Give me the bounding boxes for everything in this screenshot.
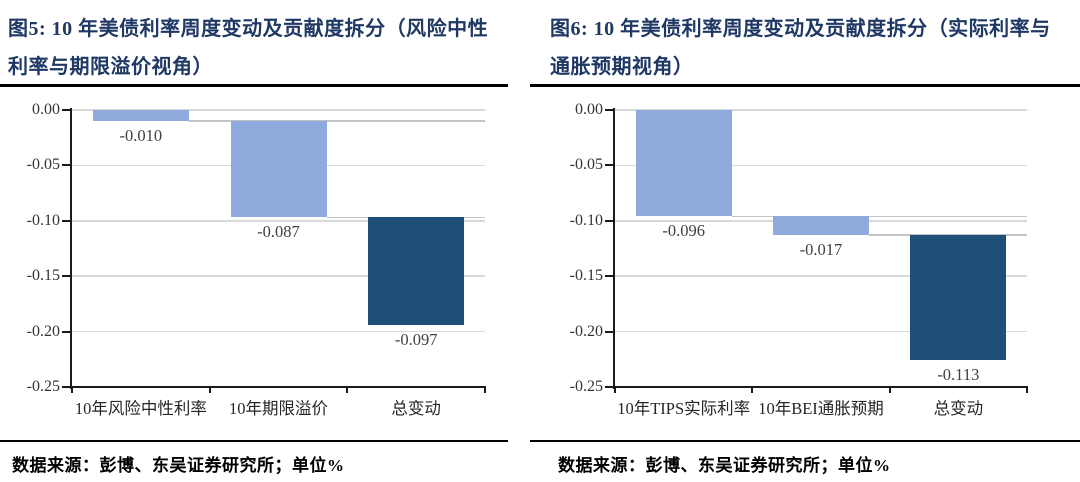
chart6-title: 图6: 10 年美债利率周度变动及贡献度拆分（实际利率与通胀预期视角）	[550, 18, 1051, 78]
x-axis-line	[70, 386, 486, 388]
bar-value-label: -0.097	[394, 329, 438, 349]
gridline--0.05	[615, 164, 1027, 167]
gridline--0.15	[72, 275, 485, 277]
x-tick-mark	[751, 387, 754, 393]
x-tick-mark	[484, 387, 486, 393]
y-tick-mark	[62, 164, 70, 167]
y-tick-label: 0.00	[32, 101, 60, 118]
chart6-waterfall-chart: -0.096 -0.017 -0.113 0.00 -0.05 -0.10 -0.15 -0.…	[530, 0, 1080, 482]
y-tick-label: -0.10	[569, 211, 603, 229]
waterfall-bar-总变动	[368, 217, 465, 325]
waterfall-bar-10年期限溢价	[230, 121, 327, 218]
y-tick-mark	[62, 109, 70, 111]
chart-panel-right: 图6: 10 年美债利率周度变动及贡献度拆分（实际利率与通胀预期视角） -0.0…	[530, 0, 1080, 482]
y-axis-line	[70, 108, 72, 389]
x-category-label: 10年期限溢价	[228, 399, 328, 418]
gridline--0.15	[615, 275, 1027, 277]
chart5-top-rule	[0, 84, 508, 87]
x-category-label: 10年TIPS实际利率	[617, 399, 751, 418]
y-axis-line	[613, 108, 615, 389]
y-tick-label: -0.10	[26, 211, 60, 229]
x-tick-mark	[208, 387, 211, 393]
y-tick-mark	[62, 330, 70, 333]
chart5-waterfall-chart: -0.010 -0.087 -0.097 0.00 -0.05 -0.10 -0.15 -0.…	[0, 0, 508, 482]
gridline-0.00	[615, 109, 1027, 111]
gridline-0.00	[72, 109, 485, 111]
waterfall-connector	[188, 120, 485, 122]
x-category-label: 总变动	[391, 399, 441, 418]
y-tick-label: -0.05	[26, 156, 60, 174]
bar-value-label: -0.113	[937, 365, 980, 385]
bar-value-label: -0.087	[257, 222, 300, 242]
chart6-source: 数据来源：彭博、东吴证券研究所；单位%	[558, 456, 891, 475]
y-tick-label: -0.15	[569, 267, 603, 285]
bar-value-label: -0.010	[119, 126, 163, 146]
y-tick-mark	[605, 330, 613, 333]
waterfall-bar-10年TIPS实际利率	[635, 110, 732, 217]
y-tick-mark	[605, 275, 613, 278]
y-tick-label: -0.25	[569, 378, 603, 395]
y-tick-mark	[605, 219, 613, 222]
y-tick-label: 0.00	[575, 101, 603, 118]
y-tick-mark	[605, 109, 613, 111]
x-category-label: 10年BEI通胀预期	[758, 399, 884, 418]
y-tick-label: -0.05	[569, 156, 603, 174]
gridline--0.20	[615, 330, 1027, 333]
y-tick-label: -0.25	[26, 378, 60, 395]
bar-value-label: -0.096	[662, 221, 705, 241]
y-tick-mark	[62, 219, 70, 222]
x-tick-mark	[346, 387, 349, 393]
waterfall-bar-总变动	[910, 235, 1007, 361]
gridline--0.10	[72, 220, 485, 222]
chart5-source: 数据来源：彭博、东吴证券研究所；单位%	[12, 456, 345, 475]
y-tick-mark	[62, 386, 70, 388]
x-tick-mark	[1026, 387, 1028, 393]
x-tick-mark	[71, 387, 73, 393]
y-tick-label: -0.15	[26, 267, 60, 285]
chart6-bottom-rule	[530, 440, 1080, 442]
gridline--0.20	[72, 330, 485, 333]
y-tick-mark	[605, 386, 613, 388]
x-tick-mark	[888, 387, 891, 393]
bar-value-label: -0.017	[799, 240, 843, 260]
chart5-bottom-rule	[0, 440, 508, 442]
y-tick-label: -0.20	[569, 322, 603, 340]
waterfall-bar-10年BEI通胀预期	[773, 216, 869, 236]
x-category-label: 总变动	[933, 399, 984, 418]
chart6-top-rule	[530, 84, 1080, 87]
chart-panel-left: 图5: 10 年美债利率周度变动及贡献度拆分（风险中性利率与期限溢价视角） -0…	[0, 0, 508, 482]
x-axis-line	[613, 386, 1028, 388]
y-tick-label: -0.20	[26, 322, 60, 340]
x-tick-mark	[614, 387, 616, 393]
waterfall-bar-10年风险中性利率	[92, 110, 189, 122]
x-category-label: 10年风险中性利率	[74, 399, 207, 418]
chart5-title: 图5: 10 年美债利率周度变动及贡献度拆分（风险中性利率与期限溢价视角）	[8, 18, 489, 78]
y-tick-mark	[605, 164, 613, 167]
waterfall-connector	[731, 215, 1027, 218]
y-tick-mark	[62, 275, 70, 278]
